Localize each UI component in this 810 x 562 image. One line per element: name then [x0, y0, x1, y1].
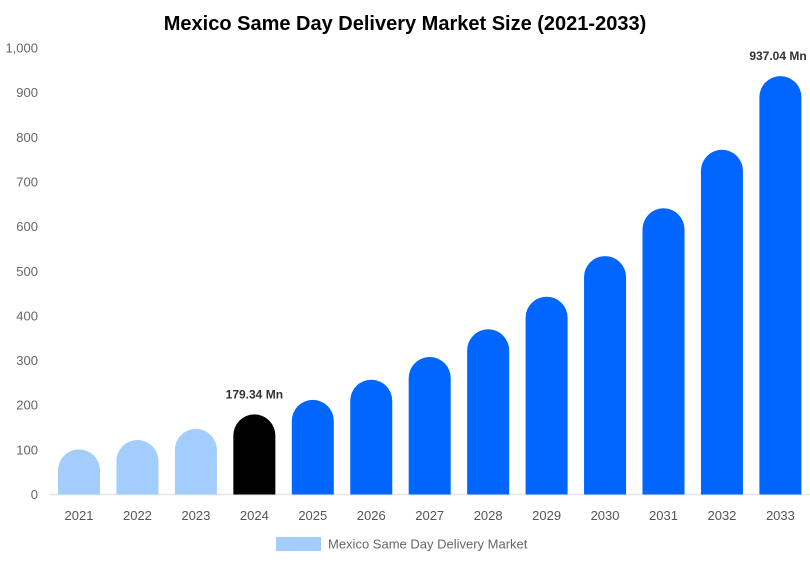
bar-2030[interactable] [584, 256, 627, 495]
x-tick-label: 2022 [123, 508, 152, 523]
bar-2032[interactable] [700, 149, 743, 495]
x-tick-label: 2025 [298, 508, 327, 523]
x-tick-label: 2024 [240, 508, 269, 523]
x-tick-label: 2029 [532, 508, 561, 523]
x-tick-label: 2031 [649, 508, 678, 523]
x-tick-label: 2033 [766, 508, 795, 523]
bar-2027[interactable] [408, 356, 451, 495]
bar-2023[interactable] [174, 428, 217, 495]
bar-2024[interactable] [233, 414, 276, 495]
x-axis: 2021 2022 2023 2024 2025 2026 2027 2028 2029 2030… [65, 508, 795, 523]
x-tick-label: 2030 [591, 508, 620, 523]
x-tick-label: 2021 [65, 508, 94, 523]
y-tick-label: 800 [16, 130, 38, 145]
chart-title: Mexico Same Day Delivery Market Size (20… [164, 13, 647, 35]
bar-2029[interactable] [525, 296, 568, 495]
bar-2031[interactable] [642, 208, 685, 495]
y-axis: 0 100 200 300 400 500 600 700 800 900 1,000 [5, 41, 38, 503]
bar-2026[interactable] [350, 379, 393, 495]
bar-2028[interactable] [467, 329, 510, 495]
y-tick-label: 1,000 [5, 41, 38, 56]
y-tick-label: 200 [16, 398, 38, 413]
legend-swatch [276, 537, 321, 551]
x-tick-label: 2023 [181, 508, 210, 523]
data-labels: 179.34 Mn 937.04 Mn [226, 49, 807, 401]
y-tick-label: 500 [16, 264, 38, 279]
y-tick-label: 900 [16, 85, 38, 100]
x-tick-label: 2032 [707, 508, 736, 523]
y-tick-label: 400 [16, 308, 38, 323]
bar-2022[interactable] [116, 440, 159, 495]
y-tick-label: 100 [16, 442, 38, 457]
y-tick-label: 700 [16, 174, 38, 189]
bars [58, 76, 802, 495]
data-label-2024: 179.34 Mn [226, 387, 283, 401]
bar-2025[interactable] [291, 399, 334, 495]
data-label-2033: 937.04 Mn [749, 49, 806, 63]
legend-label: Mexico Same Day Delivery Market [328, 537, 528, 552]
y-tick-label: 300 [16, 353, 38, 368]
bar-2021[interactable] [58, 449, 100, 495]
x-tick-label: 2027 [415, 508, 444, 523]
x-tick-label: 2028 [474, 508, 503, 523]
y-tick-label: 0 [31, 487, 38, 502]
x-tick-label: 2026 [357, 508, 386, 523]
y-tick-label: 600 [16, 219, 38, 234]
legend[interactable]: Mexico Same Day Delivery Market [276, 537, 528, 552]
bar-2033[interactable] [759, 76, 802, 495]
